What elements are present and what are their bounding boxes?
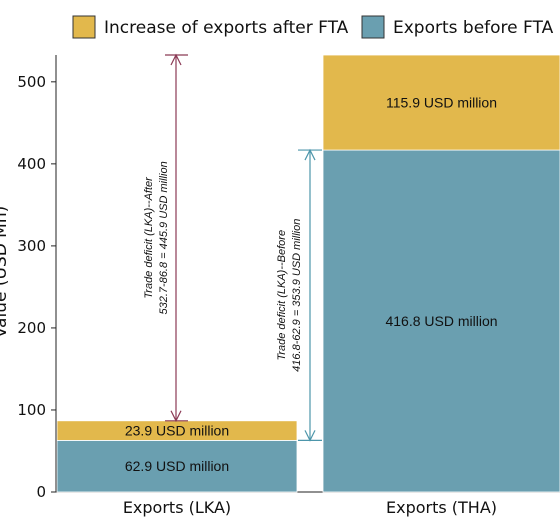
legend: Increase of exports after FTA Exports bef… — [72, 15, 554, 39]
annotation-line: Trade deficit (LKA)--After — [143, 176, 155, 299]
bar-segment — [322, 54, 560, 151]
bar-data-label: 23.9 USD million — [125, 423, 229, 439]
y-tick-label: 300 — [17, 237, 46, 255]
bars: 62.9 USD million 23.9 USD million 416.8 US… — [56, 54, 560, 493]
annotation-text: Trade deficit (LKA)--After 532.7-86.8 = 4… — [143, 161, 170, 314]
annotation-line: 416.8-62.9 = 353.9 USD million — [291, 219, 303, 372]
bar-segment — [322, 149, 560, 493]
y-tick-label: 0 — [36, 483, 46, 501]
x-tick-label: Exports (THA) — [386, 498, 497, 517]
annotation-line: Trade deficit (LKA)--Before — [276, 230, 288, 361]
arrowhead-up-icon — [304, 148, 316, 161]
legend-entry: Exports before FTA — [393, 18, 554, 38]
y-tick-label: 400 — [17, 155, 46, 173]
bar-data-label: 62.9 USD million — [125, 458, 229, 474]
legend-swatch — [72, 15, 96, 39]
y-axis: 0 100 200 300 400 500 — [17, 55, 560, 501]
annotation-line: 532.7-86.8 = 445.9 USD million — [158, 161, 170, 314]
bar-data-label: 416.8 USD million — [385, 313, 497, 329]
y-axis-label: Value (USD Mn) — [0, 206, 11, 339]
bar-data-label: 115.9 USD million — [386, 95, 497, 111]
legend-swatch — [361, 15, 385, 39]
bar-segment — [56, 440, 298, 493]
x-axis: Exports (LKA) Exports (THA) — [123, 498, 497, 517]
y-tick-label: 500 — [17, 73, 46, 91]
annotation-text: Trade deficit (LKA)--Before 416.8-62.9 = … — [276, 219, 303, 372]
y-tick-label: 100 — [17, 401, 46, 419]
legend-entry: Increase of exports after FTA — [104, 18, 349, 38]
arrowhead-down-icon — [304, 430, 316, 442]
arrowhead-up-icon — [170, 53, 182, 66]
arrowhead-down-icon — [170, 410, 182, 423]
y-tick-label: 200 — [17, 319, 46, 337]
annotations: Trade deficit (LKA)--After 532.7-86.8 = 4… — [143, 53, 322, 442]
x-tick-label: Exports (LKA) — [123, 498, 231, 517]
